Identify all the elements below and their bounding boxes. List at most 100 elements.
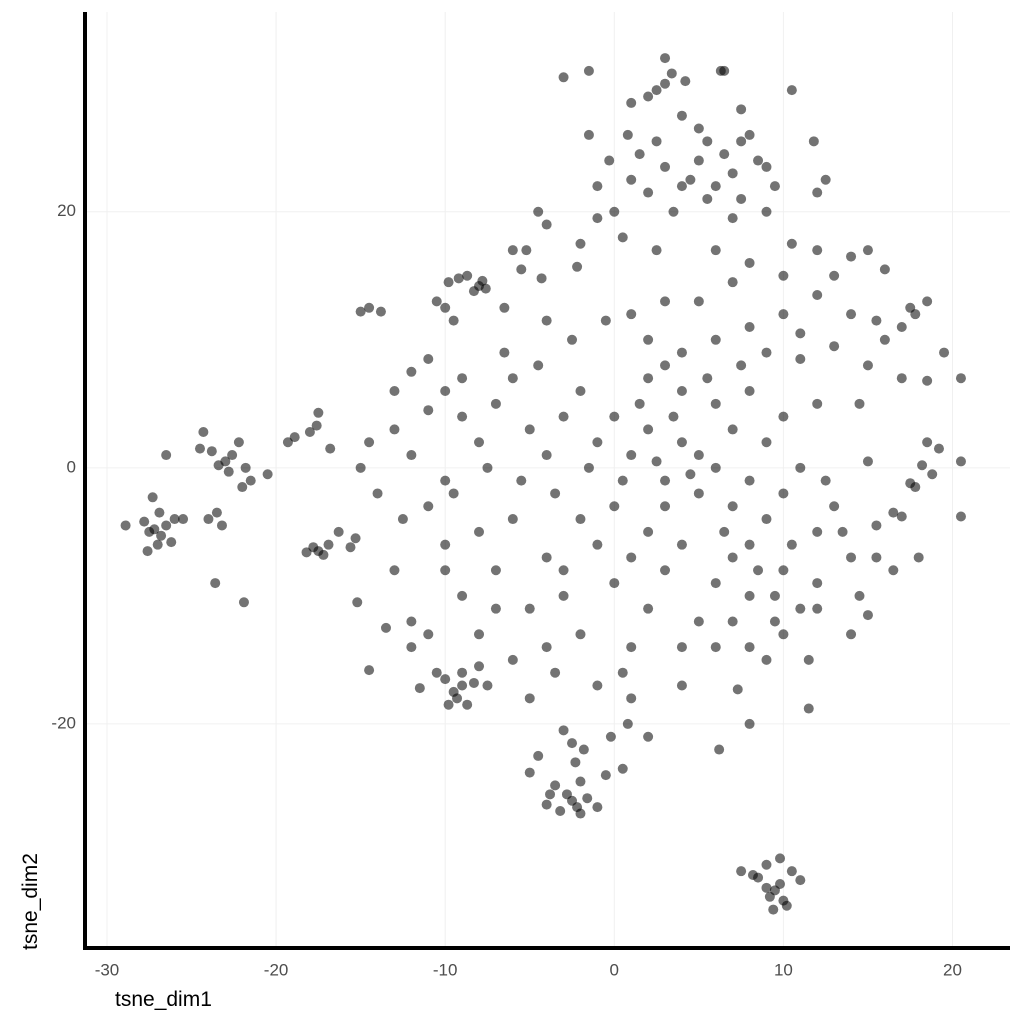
point — [896, 373, 907, 384]
point — [803, 654, 814, 665]
point — [862, 360, 873, 371]
point — [676, 642, 687, 653]
point — [736, 193, 747, 204]
point — [440, 475, 451, 486]
point — [626, 97, 637, 108]
point — [350, 533, 361, 544]
point — [323, 539, 334, 550]
point — [448, 315, 459, 326]
point — [499, 302, 510, 313]
point — [643, 91, 654, 102]
point — [744, 590, 755, 601]
point — [753, 155, 764, 166]
point — [453, 273, 464, 284]
point — [609, 411, 620, 422]
point — [572, 261, 583, 272]
point — [536, 273, 547, 284]
point — [917, 460, 928, 471]
point — [643, 603, 654, 614]
point — [778, 270, 789, 281]
x-tick-label: 10 — [774, 960, 793, 979]
point — [414, 683, 425, 694]
point — [423, 629, 434, 640]
point — [778, 488, 789, 499]
point — [507, 245, 518, 256]
point — [364, 302, 375, 313]
point — [609, 206, 620, 217]
point — [262, 469, 273, 480]
point — [245, 475, 256, 486]
point — [676, 437, 687, 448]
point — [440, 565, 451, 576]
point — [203, 514, 214, 525]
point — [761, 161, 772, 172]
point — [626, 693, 637, 704]
point — [685, 469, 696, 480]
point — [397, 514, 408, 525]
point — [761, 859, 772, 870]
point — [541, 315, 552, 326]
point — [227, 450, 238, 461]
point — [210, 578, 221, 589]
point — [786, 238, 797, 249]
point — [854, 398, 865, 409]
point — [761, 514, 772, 525]
point — [406, 366, 417, 377]
point — [533, 750, 544, 761]
point — [490, 398, 501, 409]
point — [289, 432, 300, 443]
point — [516, 264, 527, 275]
point — [727, 552, 738, 563]
point — [592, 802, 603, 813]
point — [812, 187, 823, 198]
grid — [85, 12, 1010, 948]
point — [567, 738, 578, 749]
point — [732, 684, 743, 695]
point — [541, 799, 552, 810]
point — [558, 590, 569, 601]
x-axis-title: tsne_dim1 — [115, 988, 212, 1011]
point — [803, 703, 814, 714]
point — [879, 264, 890, 275]
point — [304, 426, 315, 437]
point — [727, 277, 738, 288]
point — [795, 462, 806, 473]
point — [702, 193, 713, 204]
point — [381, 622, 392, 633]
point — [600, 315, 611, 326]
point — [541, 642, 552, 653]
point — [913, 552, 924, 563]
point — [541, 552, 552, 563]
point — [626, 309, 637, 320]
point — [744, 475, 755, 486]
point — [634, 149, 645, 160]
point — [744, 386, 755, 397]
point — [727, 616, 738, 627]
point — [778, 411, 789, 422]
points — [120, 53, 966, 915]
point — [352, 597, 363, 608]
point — [592, 539, 603, 550]
x-tick-label: 0 — [610, 960, 619, 979]
point — [651, 245, 662, 256]
point — [570, 757, 581, 768]
point — [736, 866, 747, 877]
point — [896, 511, 907, 522]
point — [955, 373, 966, 384]
point — [761, 882, 772, 893]
point — [443, 699, 454, 710]
point — [888, 507, 899, 518]
point — [355, 306, 366, 317]
point — [213, 460, 224, 471]
point — [550, 667, 561, 678]
point — [651, 136, 662, 147]
point — [364, 437, 375, 448]
point — [922, 296, 933, 307]
point — [609, 501, 620, 512]
point — [744, 642, 755, 653]
point — [769, 590, 780, 601]
point — [468, 677, 479, 688]
point — [440, 539, 451, 550]
point — [604, 155, 615, 166]
